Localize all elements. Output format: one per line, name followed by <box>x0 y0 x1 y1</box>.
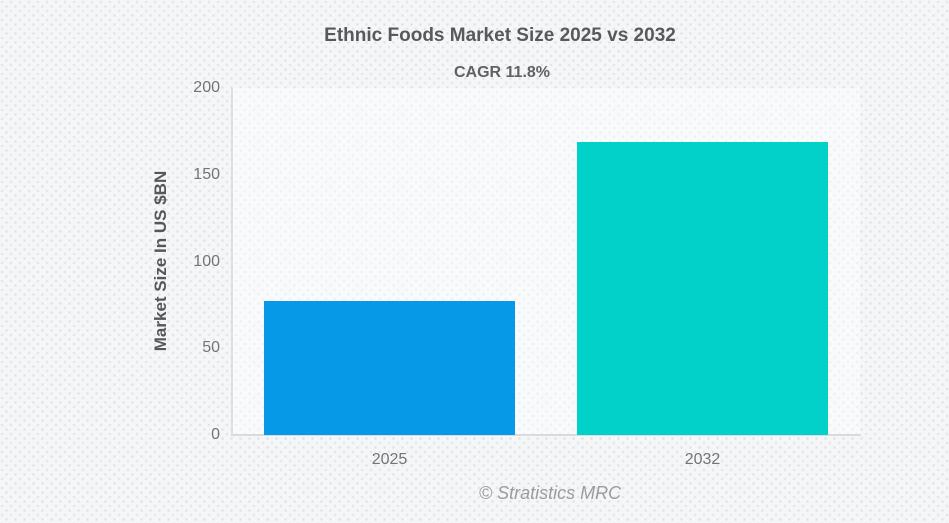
y-tick-200: 200 <box>193 79 220 96</box>
y-tick-150: 150 <box>193 165 220 183</box>
chart-subtitle: CAGR 11.8% <box>453 64 551 81</box>
x-label-2032: 2032 <box>684 451 721 468</box>
y-axis-line <box>231 88 233 435</box>
y-tick-100: 100 <box>193 252 220 270</box>
y-tick-50: 50 <box>202 339 220 357</box>
bar-2025 <box>264 300 515 435</box>
x-label-2025: 2025 <box>371 451 408 468</box>
watermark: © Stratistics MRC <box>478 483 622 503</box>
bar-2032 <box>577 141 828 435</box>
y-tick-0: 0 <box>211 426 220 443</box>
x-axis-line <box>231 434 861 436</box>
chart-title: Ethnic Foods Market Size 2025 vs 2032 <box>324 25 676 46</box>
